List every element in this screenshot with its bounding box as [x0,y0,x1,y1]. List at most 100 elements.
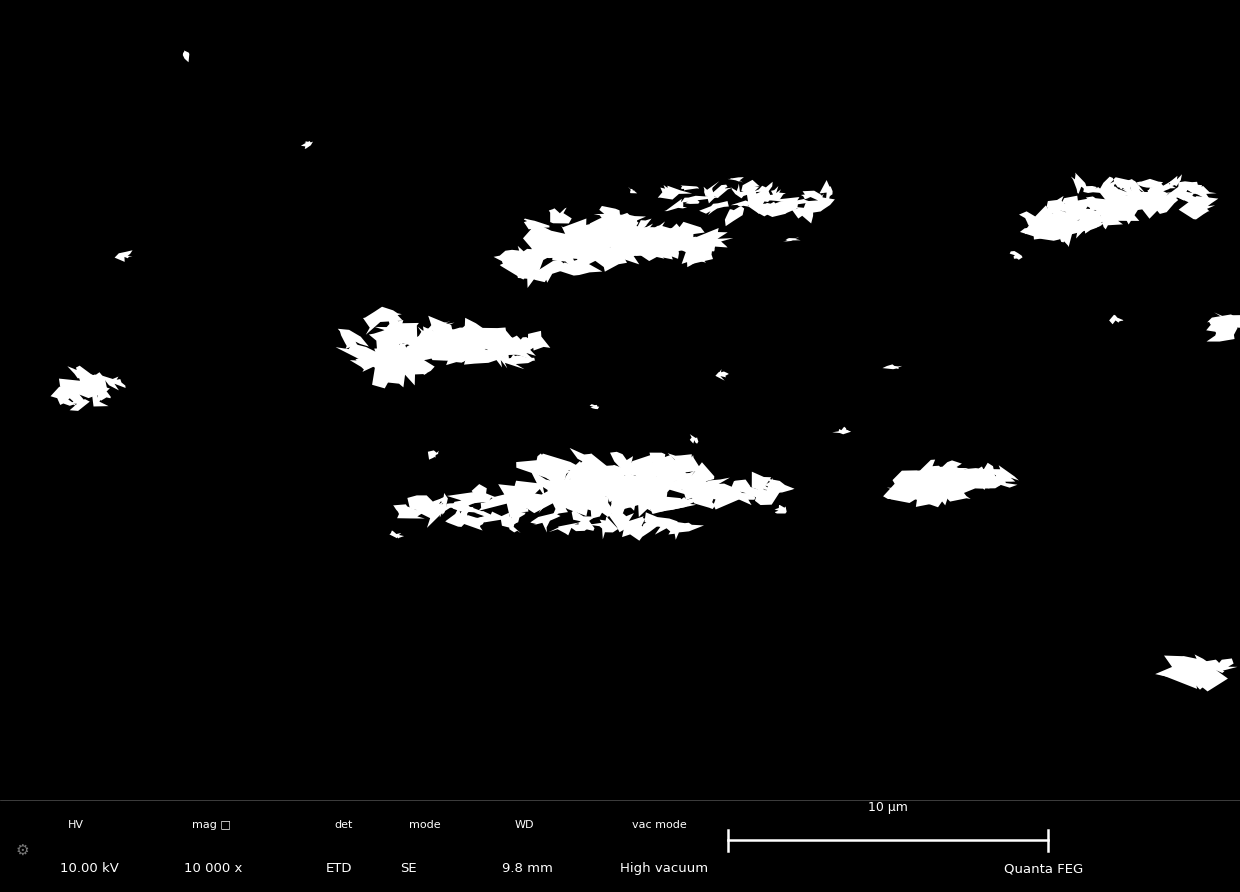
Polygon shape [466,484,503,503]
Polygon shape [92,387,109,407]
Polygon shape [436,493,448,517]
Text: det: det [335,820,353,830]
Polygon shape [1178,181,1202,194]
Polygon shape [501,513,521,533]
Polygon shape [639,483,676,510]
Polygon shape [883,470,946,508]
Polygon shape [624,467,662,500]
Polygon shape [1047,196,1065,215]
Polygon shape [404,329,440,361]
Polygon shape [775,505,786,514]
Text: vac mode: vac mode [632,820,687,830]
Polygon shape [909,467,968,491]
Polygon shape [536,473,567,513]
Polygon shape [1136,178,1163,190]
Polygon shape [630,469,692,491]
Polygon shape [363,307,403,334]
Polygon shape [494,246,541,264]
Polygon shape [622,520,658,541]
Polygon shape [681,477,719,507]
Polygon shape [489,329,536,361]
Polygon shape [1102,202,1140,225]
Polygon shape [887,486,940,503]
Text: 10 μm: 10 μm [868,801,908,814]
Polygon shape [1071,172,1089,194]
Polygon shape [469,340,525,369]
Polygon shape [928,460,963,474]
Polygon shape [531,513,560,533]
Polygon shape [965,463,996,490]
Polygon shape [71,366,108,396]
Polygon shape [697,232,733,247]
Polygon shape [389,531,404,539]
Polygon shape [791,202,817,224]
Polygon shape [1194,655,1219,681]
Polygon shape [1027,210,1104,240]
Polygon shape [573,453,608,506]
Text: SE: SE [401,862,417,875]
Polygon shape [1156,656,1228,691]
Polygon shape [1009,251,1023,260]
Polygon shape [580,214,622,232]
Polygon shape [675,236,714,252]
Polygon shape [663,222,704,239]
Polygon shape [337,329,368,349]
Text: WD: WD [515,820,534,830]
Polygon shape [1207,318,1238,342]
Polygon shape [336,342,381,363]
Polygon shape [918,459,944,478]
Polygon shape [383,315,403,334]
Polygon shape [500,260,536,279]
Polygon shape [1116,194,1161,219]
Polygon shape [1114,178,1132,194]
Polygon shape [428,320,455,334]
Polygon shape [629,187,637,194]
Polygon shape [516,331,551,351]
Polygon shape [562,216,622,259]
Polygon shape [756,202,776,217]
Polygon shape [549,208,572,224]
Polygon shape [639,234,699,260]
Polygon shape [697,483,755,509]
Polygon shape [1099,177,1120,191]
Polygon shape [446,503,484,513]
Polygon shape [641,495,677,514]
Polygon shape [563,461,590,490]
Polygon shape [1156,192,1178,214]
Polygon shape [665,199,687,211]
Polygon shape [1076,202,1114,238]
Polygon shape [377,352,415,387]
Polygon shape [725,206,744,227]
Polygon shape [1056,220,1074,247]
Polygon shape [746,188,771,214]
Polygon shape [594,206,620,223]
Polygon shape [611,484,647,511]
Polygon shape [1190,673,1211,690]
Polygon shape [883,364,903,369]
Polygon shape [460,515,489,531]
Polygon shape [582,225,634,250]
Polygon shape [491,481,544,506]
Polygon shape [689,434,698,443]
Polygon shape [1179,196,1219,219]
Polygon shape [544,477,583,508]
Polygon shape [554,219,589,260]
Polygon shape [589,516,619,540]
Polygon shape [1128,179,1146,199]
Polygon shape [1163,174,1182,189]
Polygon shape [764,201,799,217]
Polygon shape [506,491,559,518]
Polygon shape [782,236,801,242]
Polygon shape [932,483,947,506]
Polygon shape [751,182,773,197]
Polygon shape [548,486,574,517]
Polygon shape [1147,179,1176,194]
Polygon shape [558,488,593,516]
Polygon shape [636,226,693,258]
Polygon shape [393,504,425,518]
Polygon shape [538,453,580,479]
Polygon shape [1112,188,1152,204]
Polygon shape [572,485,614,518]
Polygon shape [451,327,510,363]
Polygon shape [645,512,677,534]
